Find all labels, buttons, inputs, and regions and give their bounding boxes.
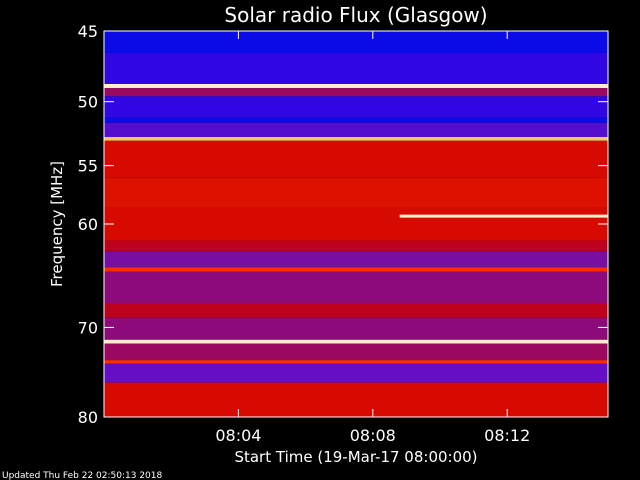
y-tick-label: 80: [78, 408, 98, 427]
spectrogram-band: [104, 267, 608, 272]
spectrogram-band: [104, 271, 608, 304]
spectrogram-band: [104, 140, 608, 178]
y-axis-label: Frequency [MHz]: [48, 161, 66, 287]
chart-title: Solar radio Flux (Glasgow): [224, 3, 487, 27]
spectrogram-band: [104, 317, 608, 340]
x-tick-label: 08:12: [484, 426, 530, 445]
spectrogram-band: [104, 177, 608, 208]
spectrogram-band: [104, 122, 608, 137]
spectrogram-band: [104, 339, 608, 344]
spectrogram-band: [104, 136, 608, 141]
spectrogram-band: [104, 251, 608, 268]
y-tick-label: 60: [78, 215, 98, 234]
burst-line: [399, 214, 608, 218]
spectrogram-band: [104, 343, 608, 361]
spectrogram-band: [104, 240, 608, 252]
spectrogram-band: [104, 382, 608, 417]
spectrogram-band: [104, 303, 608, 318]
plot-area: [104, 31, 608, 417]
y-tick-label: 70: [78, 318, 98, 337]
spectrogram-band: [104, 117, 608, 123]
spectrogram-band: [104, 207, 608, 241]
spectrogram-band: [104, 360, 608, 364]
spectrogram-band: [104, 84, 608, 89]
y-axis-ticks: 45 50 55 60 70 80: [78, 22, 608, 427]
y-tick-label: 45: [78, 22, 98, 41]
spectrogram-band: [104, 88, 608, 97]
spectrogram-band: [104, 96, 608, 118]
spectrogram-band: [104, 363, 608, 383]
x-axis-ticks: 08:04 08:08 08:12: [215, 31, 530, 445]
x-tick-label: 08:04: [215, 426, 261, 445]
updated-timestamp: Updated Thu Feb 22 02:50:13 2018: [2, 471, 163, 480]
y-tick-label: 55: [78, 157, 98, 176]
x-tick-label: 08:08: [350, 426, 396, 445]
spectrogram-band: [104, 52, 608, 85]
x-axis-label: Start Time (19-Mar-17 08:00:00): [234, 448, 477, 466]
y-tick-label: 50: [78, 93, 98, 112]
spectrogram-band: [104, 31, 608, 53]
